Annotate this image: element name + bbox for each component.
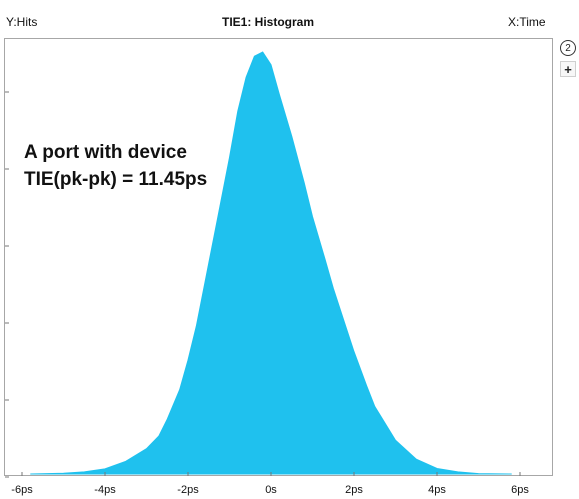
x-tick-label: 0s (265, 484, 277, 496)
x-axis-label: X:Time (508, 15, 546, 29)
side-toolbar: 2 + (560, 40, 579, 82)
x-tick-label: 6ps (511, 484, 529, 496)
x-tick-label: 4ps (428, 484, 446, 496)
chart-header: Y:Hits TIE1: Histogram X:Time (0, 0, 579, 29)
x-tick-label: -6ps (11, 484, 33, 496)
annotation-device: A port with device (24, 142, 187, 163)
histogram-number-button[interactable]: 2 (560, 40, 576, 56)
y-axis-label: Y:Hits (6, 15, 38, 29)
add-button[interactable]: + (560, 61, 576, 77)
histogram-area-series-0 (30, 51, 512, 475)
annotation-tie-pkpk: TIE(pk-pk) = 11.45ps (24, 169, 208, 190)
x-tick-label: -4ps (94, 484, 116, 496)
x-tick-label: -2ps (177, 484, 199, 496)
x-tick-label: 2ps (345, 484, 363, 496)
chart-title: TIE1: Histogram (222, 15, 315, 29)
